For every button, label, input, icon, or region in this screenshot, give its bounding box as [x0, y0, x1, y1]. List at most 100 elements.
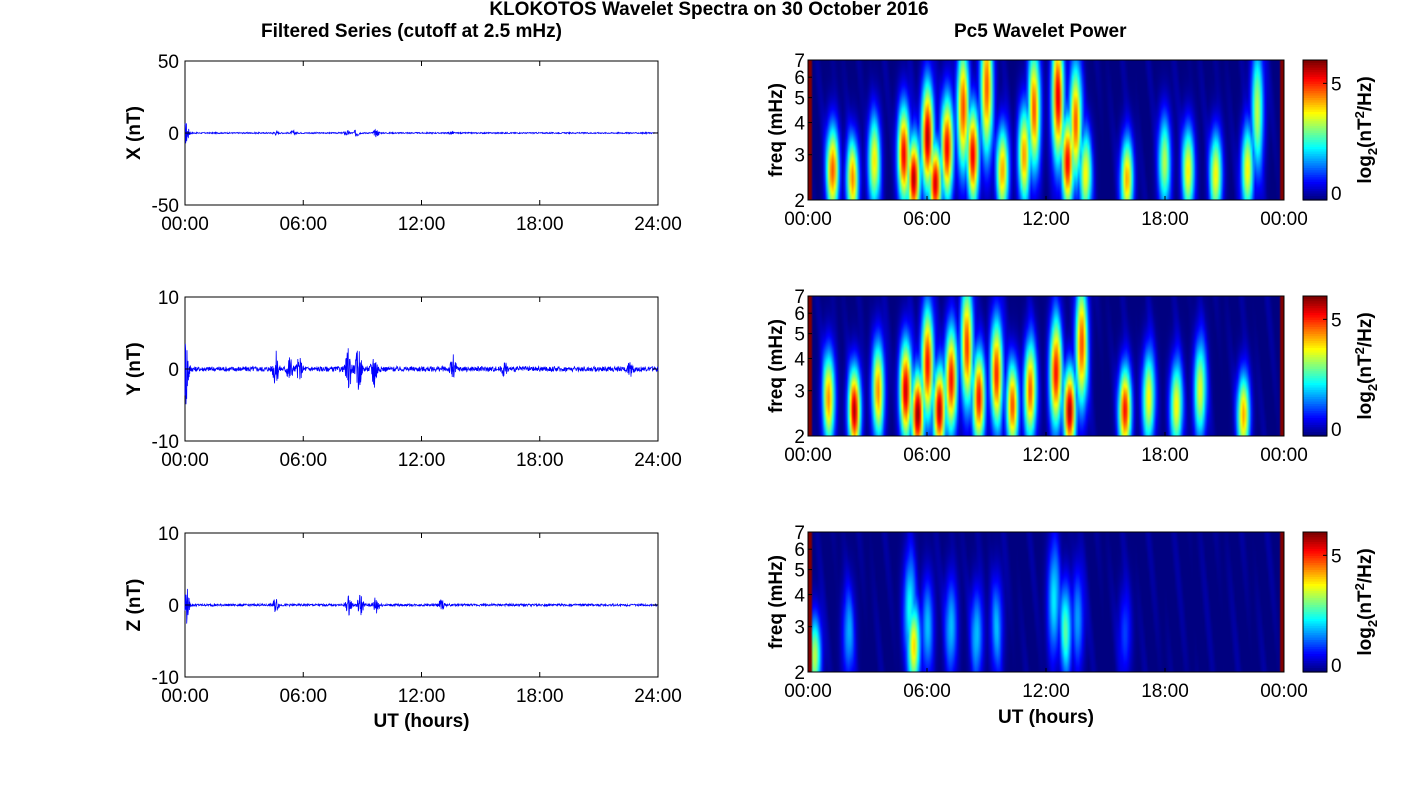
colorbar-segment [1303, 361, 1327, 365]
colorbar-segment [1303, 321, 1327, 325]
colorbar-segment [1303, 368, 1327, 372]
colorbar-frame [1302, 295, 1328, 437]
colorbar-segment [1303, 569, 1327, 573]
colorbar-segment [1303, 415, 1327, 418]
colorbar-segment [1303, 324, 1327, 327]
colorbar-segment [1303, 139, 1327, 143]
y-tick-label: 3 [794, 146, 805, 167]
colorbar-segment [1303, 419, 1327, 423]
colorbar-segment [1303, 345, 1327, 348]
series-trace-z [184, 588, 659, 624]
colorbar-segment [1303, 384, 1327, 388]
x-tick-label: 24:00 [634, 450, 682, 471]
x-tick-label: 00:00 [784, 209, 832, 230]
colorbar-segment [1303, 630, 1327, 633]
colorbar: 5 0 log2(nT2/Hz) [1302, 531, 1380, 677]
colorbar-segment [1303, 305, 1327, 309]
x-tick-label: 00:00 [1260, 209, 1308, 230]
colorbar-tick-label: 5 [1331, 310, 1342, 331]
colorbar-segment [1303, 611, 1327, 615]
colorbar-segment [1303, 391, 1327, 395]
x-tick-label: 06:00 [903, 681, 951, 702]
colorbar-segment [1303, 307, 1327, 311]
y-tick-label: 5 [794, 561, 805, 582]
colorbar-segment [1303, 81, 1327, 84]
colorbar-segment [1303, 408, 1327, 411]
colorbar-segment [1303, 137, 1327, 140]
colorbar-segment [1303, 116, 1327, 119]
colorbar-segment [1303, 595, 1327, 598]
colorbar-segment [1303, 130, 1327, 133]
colorbar-segment [1303, 641, 1327, 645]
x-tick-label: 00:00 [1260, 681, 1308, 702]
colorbar-segment [1303, 557, 1327, 561]
colorbar-segment [1303, 335, 1327, 339]
x-tick-label: 06:00 [279, 686, 327, 707]
y-tick-label: 6 [794, 304, 805, 325]
colorbar-segment [1303, 412, 1327, 416]
colorbar-segment [1303, 590, 1327, 594]
x-tick-label: 12:00 [1022, 681, 1070, 702]
colorbar-segment [1303, 548, 1327, 552]
colorbar-segment [1303, 618, 1327, 622]
colorbar-segment [1303, 99, 1327, 103]
colorbar-segment [1303, 585, 1327, 589]
colorbar-segment [1303, 127, 1327, 131]
colorbar-segment [1303, 398, 1327, 402]
y-tick-label: 4 [794, 586, 805, 607]
colorbar-segment [1303, 377, 1327, 381]
colorbar-segment [1303, 655, 1327, 659]
colorbar-segment [1303, 60, 1327, 63]
colorbar-segment [1303, 111, 1327, 115]
colorbar-segment [1303, 576, 1327, 580]
colorbar-segment [1303, 665, 1327, 668]
colorbar-segment [1303, 660, 1327, 664]
colorbar: 5 0 log2(nT2/Hz) [1302, 59, 1380, 205]
colorbar-segment [1303, 405, 1327, 409]
colorbar-segment [1303, 662, 1327, 666]
colorbar-segment [1303, 104, 1327, 108]
colorbar-segment [1303, 134, 1327, 138]
x-tick-label: 12:00 [398, 450, 446, 471]
y-tick-label: 3 [794, 382, 805, 403]
y-tick-label: -50 [152, 196, 179, 217]
series-trace-y [184, 343, 659, 405]
y-tick-label: 2 [794, 427, 805, 448]
colorbar-segment [1303, 606, 1327, 610]
x-tick-label: 06:00 [279, 214, 327, 235]
colorbar-segment [1303, 71, 1327, 75]
series-trace-x [184, 123, 659, 144]
colorbar-segment [1303, 354, 1327, 358]
colorbar-segment [1303, 574, 1327, 577]
colorbar-segment [1303, 550, 1327, 554]
colorbar-segment [1303, 539, 1327, 542]
colorbar-segment [1303, 113, 1327, 117]
colorbar-segment [1303, 363, 1327, 367]
colorbar-segment [1303, 188, 1327, 192]
colorbar-tick-label: 5 [1331, 74, 1342, 95]
colorbar-segment [1303, 555, 1327, 559]
colorbar-segment [1303, 181, 1327, 185]
colorbar-segment [1303, 300, 1327, 304]
colorbar-segment [1303, 338, 1327, 341]
colorbar-segment [1303, 333, 1327, 337]
colorbar-segment [1303, 627, 1327, 631]
colorbar-segment [1303, 592, 1327, 596]
colorbar-segment [1303, 429, 1327, 432]
colorbar-segment [1303, 167, 1327, 171]
colorbar-tick-label: 0 [1331, 420, 1342, 441]
y-tick-label: 3 [794, 618, 805, 639]
colorbar-segment [1303, 609, 1327, 612]
colorbar-segment [1303, 64, 1327, 68]
colorbar-segment [1303, 644, 1327, 647]
y-tick-label: -10 [152, 432, 179, 453]
y-tick-label: 2 [794, 663, 805, 684]
colorbar-segment [1303, 433, 1327, 437]
colorbar-segment [1303, 62, 1327, 66]
colorbar-tick-label: 0 [1331, 184, 1342, 205]
colorbar-segment [1303, 195, 1327, 199]
y-tick-label: 0 [168, 124, 179, 145]
y-tick-label: 7 [794, 523, 805, 544]
